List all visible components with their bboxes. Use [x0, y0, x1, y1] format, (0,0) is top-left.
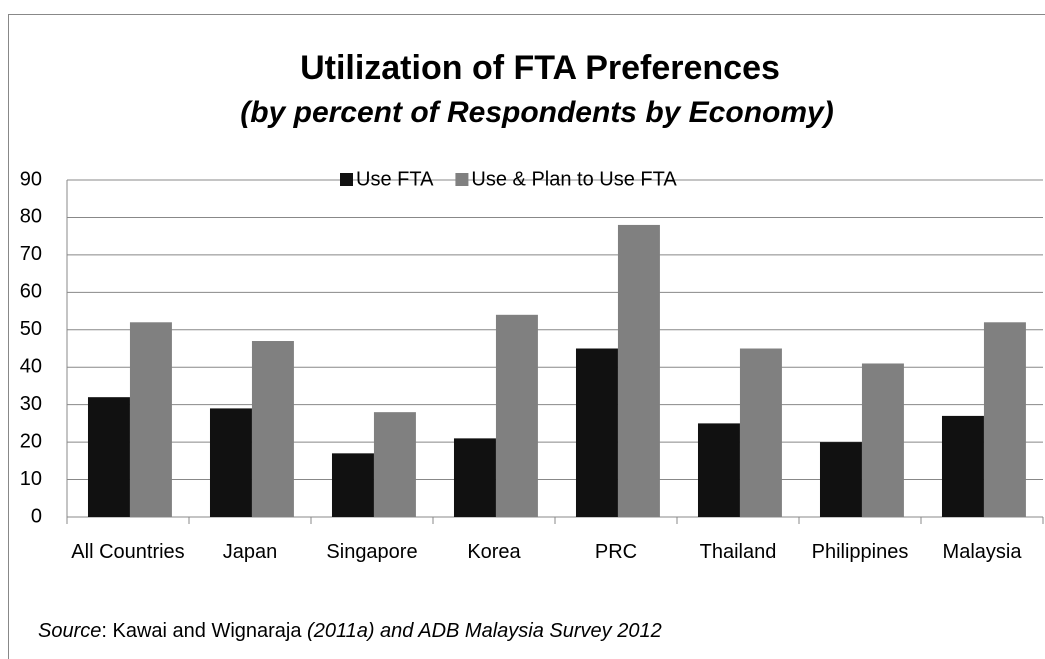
x-tick-label: Thailand [699, 541, 777, 563]
source-part: : Kawai and Wignaraja [101, 620, 308, 642]
x-tick-label: Singapore [326, 541, 418, 563]
bar [819, 442, 862, 517]
legend-swatch [340, 173, 353, 186]
y-tick-label: 40 [20, 356, 42, 378]
y-tick-label: 70 [20, 243, 42, 265]
chart-subtitle: (by percent of Respondents by Economy) [240, 96, 833, 129]
chart-title: Utilization of FTA Preferences [300, 49, 780, 87]
bar [129, 322, 172, 517]
x-tick-label: PRC [594, 541, 638, 563]
x-tick-label: Japan [222, 541, 278, 563]
x-tick-label: Philippines [811, 541, 909, 563]
bar [331, 453, 374, 517]
y-tick-label: 10 [20, 468, 42, 490]
bar [453, 438, 496, 517]
bar [251, 341, 294, 517]
bar [697, 423, 740, 517]
bar [209, 408, 252, 517]
source-part: (2011a) and ADB Malaysia Survey 2012 [307, 620, 662, 642]
bar [495, 314, 538, 517]
bar [87, 397, 130, 517]
x-tick-label: Malaysia [942, 541, 1022, 563]
y-tick-label: 20 [20, 430, 42, 452]
y-tick-label: 80 [20, 206, 42, 228]
y-tick-label: 60 [20, 281, 42, 303]
bar [983, 322, 1026, 517]
bar [575, 348, 618, 517]
y-tick-label: 90 [20, 168, 42, 190]
legend-label: Use & Plan to Use FTA [471, 168, 677, 190]
frame [8, 14, 1045, 659]
bar [373, 412, 416, 517]
y-tick-label: 50 [20, 318, 42, 340]
bar [617, 224, 660, 517]
bar [861, 363, 904, 517]
bar [739, 348, 782, 517]
x-tick-label: All Countries [71, 541, 185, 563]
y-tick-label: 0 [31, 505, 42, 527]
x-tick-label: Korea [467, 541, 521, 563]
bar [941, 415, 984, 517]
source-part: Source [38, 620, 102, 642]
y-tick-label: 30 [20, 393, 42, 415]
source-note: Source: Kawai and Wignaraja (2011a) and … [38, 620, 662, 643]
legend-label: Use FTA [356, 168, 434, 190]
legend-swatch [455, 173, 469, 186]
